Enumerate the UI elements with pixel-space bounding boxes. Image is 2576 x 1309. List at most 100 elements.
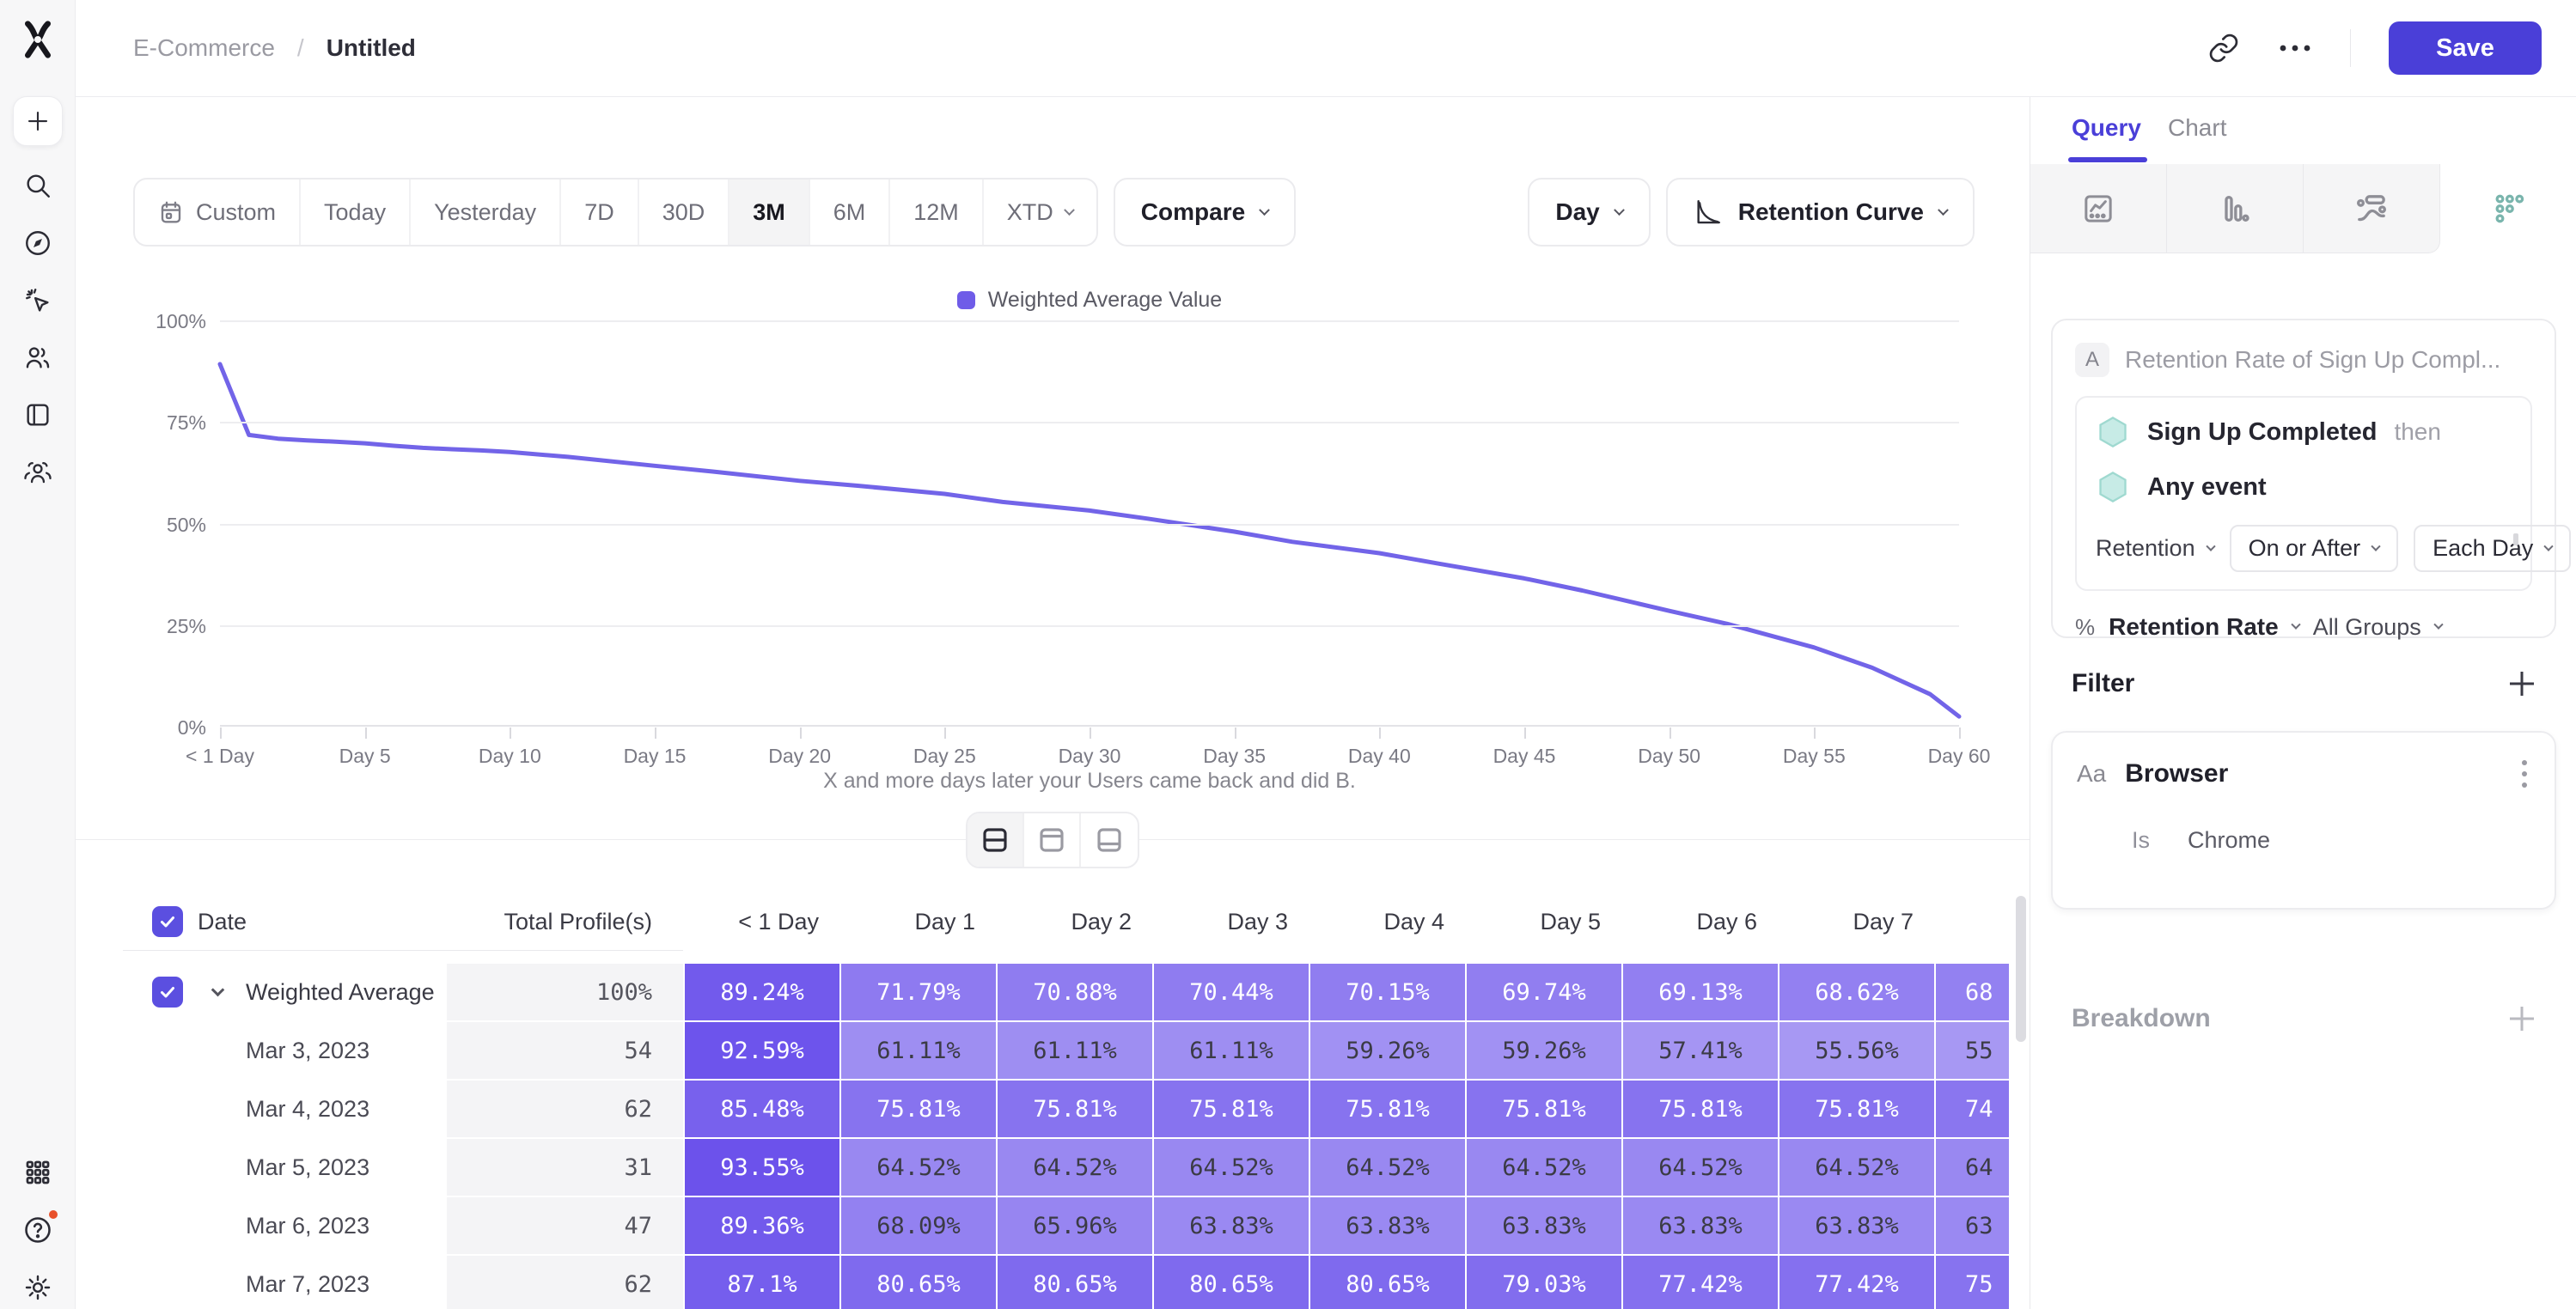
insight-type-funnel[interactable] [2167,164,2304,253]
events-cursor-icon[interactable] [19,282,57,320]
range-today[interactable]: Today [301,180,412,245]
save-button[interactable]: Save [2389,21,2542,75]
retention-cell[interactable]: 64.52% [998,1139,1152,1196]
retention-cell[interactable]: 68.09% [841,1197,996,1254]
filter-field-name[interactable]: Browser [2125,759,2229,788]
filter-options-kebab-icon[interactable] [2518,757,2530,791]
retention-cell[interactable]: 77.42% [1623,1256,1778,1309]
cohorts-group-icon[interactable] [19,454,57,491]
retention-type-dropdown[interactable]: Retention [2096,535,2216,562]
retention-cell[interactable]: 61.11% [841,1022,996,1079]
retention-cell[interactable]: 75.81% [1310,1081,1465,1137]
retention-cell[interactable]: 63.83% [1623,1197,1778,1254]
retention-cell[interactable]: 80.65% [841,1256,996,1309]
column-header-total[interactable]: Total Profile(s) [504,908,652,935]
tab-query[interactable]: Query [2072,114,2141,141]
retention-cell[interactable]: 63.83% [1779,1197,1934,1254]
retention-cell[interactable]: 89.36% [685,1197,839,1254]
retention-cell[interactable]: 69.74% [1467,964,1621,1020]
reports-panel-icon[interactable] [19,396,57,434]
retention-cell[interactable]: 64.52% [841,1139,996,1196]
retention-cell-clipped[interactable]: 75 [1936,1256,2009,1309]
retention-cell[interactable]: 89.24% [685,964,839,1020]
settings-gear-icon[interactable] [19,1269,57,1306]
retention-cell-clipped[interactable]: 74 [1936,1081,2009,1137]
retention-cell[interactable]: 93.55% [685,1139,839,1196]
breadcrumb-current[interactable]: Untitled [326,34,416,61]
add-breakdown-button[interactable] [2507,1004,2536,1033]
column-header-day[interactable]: < 1 Day [738,908,819,935]
range-3m[interactable]: 3M [729,180,810,245]
search-icon[interactable] [19,167,57,204]
row-expand-chevron-icon[interactable] [211,983,225,997]
retention-cell[interactable]: 69.13% [1623,964,1778,1020]
retention-cell-clipped[interactable]: 55 [1936,1022,2009,1079]
layout-table-only-button[interactable] [1081,813,1138,867]
retention-cell[interactable]: 64.52% [1779,1139,1934,1196]
range-12m[interactable]: 12M [890,180,984,245]
retention-cell[interactable]: 75.81% [1467,1081,1621,1137]
filter-card[interactable]: Aa Browser Is Chrome [2051,731,2556,910]
filter-operator[interactable]: Is [2132,827,2151,853]
each-day-dropdown[interactable]: Each Day [2414,525,2572,572]
event-row-2[interactable]: Any event [2096,470,2512,504]
retention-cell[interactable]: 77.42% [1779,1256,1934,1309]
retention-cell[interactable]: 71.79% [841,964,996,1020]
retention-cell[interactable]: 70.44% [1154,964,1309,1020]
retention-cell[interactable]: 65.96% [998,1197,1152,1254]
retention-cell[interactable]: 63.83% [1310,1197,1465,1254]
column-header-day[interactable]: Day 7 [1853,908,1914,935]
compare-button[interactable]: Compare [1113,178,1297,247]
explore-compass-icon[interactable] [19,224,57,262]
retention-cell[interactable]: 75.81% [998,1081,1152,1137]
range-yesterday[interactable]: Yesterday [411,180,562,245]
users-icon[interactable] [19,338,57,376]
retention-cell[interactable]: 64.52% [1467,1139,1621,1196]
retention-cell[interactable]: 61.11% [998,1022,1152,1079]
retention-cell[interactable]: 70.15% [1310,964,1465,1020]
tab-chart[interactable]: Chart [2168,114,2227,141]
metric-dropdown[interactable]: Retention Rate [2109,613,2279,640]
layout-chart-only-button[interactable] [1024,813,1081,867]
on-or-after-dropdown[interactable]: On or After [2229,525,2399,572]
retention-cell-clipped[interactable]: 68 [1936,964,2009,1020]
share-link-icon[interactable] [2207,32,2240,64]
column-header-day[interactable]: Day 6 [1696,908,1757,935]
retention-cell[interactable]: 63.83% [1467,1197,1621,1254]
retention-cell[interactable]: 80.65% [1154,1256,1309,1309]
granularity-dropdown[interactable]: Day [1528,178,1651,247]
column-header-day[interactable]: Day 5 [1540,908,1601,935]
retention-cell[interactable]: 70.88% [998,964,1152,1020]
retention-cell[interactable]: 92.59% [685,1022,839,1079]
retention-cell[interactable]: 79.03% [1467,1256,1621,1309]
retention-cell[interactable]: 59.26% [1467,1022,1621,1079]
insight-type-trend[interactable] [2030,164,2167,253]
column-header-day[interactable]: Day 3 [1227,908,1288,935]
retention-cell[interactable]: 85.48% [685,1081,839,1137]
retention-cell[interactable]: 68.62% [1779,964,1934,1020]
column-header-day[interactable]: Day 2 [1071,908,1132,935]
retention-cell[interactable]: 64.52% [1154,1139,1309,1196]
filter-value[interactable]: Chrome [2188,827,2271,853]
help-icon[interactable] [19,1208,60,1249]
retention-cell[interactable]: 57.41% [1623,1022,1778,1079]
chart-type-dropdown[interactable]: Retention Curve [1665,178,1975,247]
column-header-day[interactable]: Day 4 [1383,908,1444,935]
range-xtd[interactable]: XTD [984,180,1096,245]
retention-cell[interactable]: 75.81% [841,1081,996,1137]
column-header-day[interactable]: Day 1 [914,908,975,935]
query-title[interactable]: Retention Rate of Sign Up Compl... [2125,346,2501,373]
groups-dropdown[interactable]: All Groups [2312,613,2421,640]
retention-cell[interactable]: 75.81% [1154,1081,1309,1137]
breadcrumb-parent[interactable]: E-Commerce [133,34,275,61]
new-report-button[interactable] [12,96,63,146]
retention-cell[interactable]: 64.52% [1310,1139,1465,1196]
range-custom[interactable]: Custom [135,180,302,245]
retention-cell[interactable]: 61.11% [1154,1022,1309,1079]
add-filter-button[interactable] [2507,669,2536,698]
insight-type-retention[interactable] [2440,164,2576,253]
more-options-icon[interactable] [2278,43,2312,53]
retention-cell[interactable]: 87.1% [685,1256,839,1309]
insight-type-flow[interactable] [2304,164,2440,253]
retention-cell[interactable]: 80.65% [998,1256,1152,1309]
